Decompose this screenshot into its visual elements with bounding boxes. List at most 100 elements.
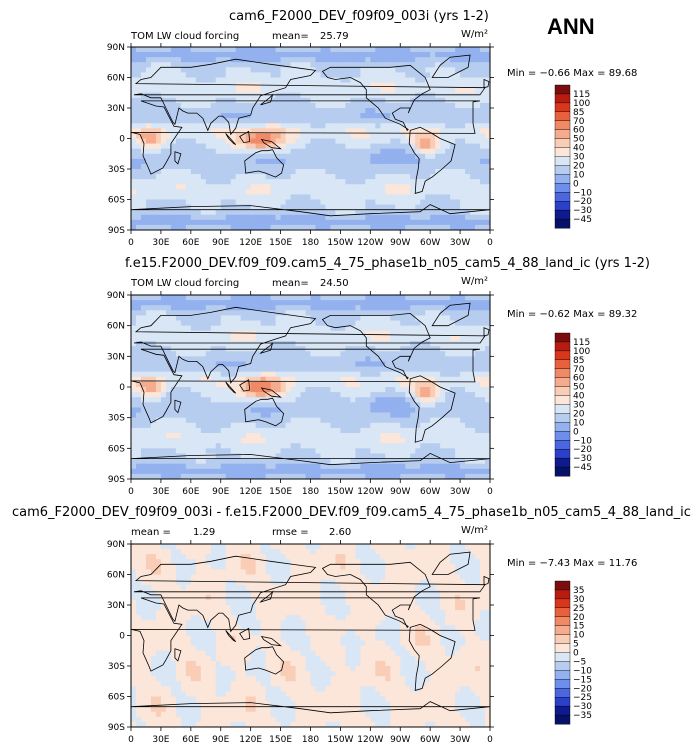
field-cell bbox=[230, 133, 237, 139]
field-cell bbox=[380, 295, 386, 301]
field-cell bbox=[131, 315, 137, 321]
field-cell bbox=[475, 194, 481, 200]
field-cell bbox=[350, 335, 356, 342]
field-cell bbox=[170, 412, 177, 419]
field-cell bbox=[190, 174, 197, 180]
field-cell bbox=[390, 67, 396, 73]
field-cell bbox=[370, 402, 376, 408]
field-cell bbox=[135, 72, 142, 78]
field-cell bbox=[435, 325, 441, 332]
field-cell bbox=[160, 330, 167, 337]
field-cell bbox=[131, 341, 137, 347]
field-cell bbox=[370, 438, 376, 444]
field-cell bbox=[310, 351, 316, 357]
field-cell bbox=[260, 62, 267, 68]
field-cell bbox=[400, 163, 406, 170]
field-cell bbox=[350, 138, 356, 144]
field-cell bbox=[455, 189, 461, 195]
field-cell bbox=[325, 433, 331, 439]
field-cell bbox=[185, 143, 192, 150]
field-cell bbox=[240, 412, 247, 419]
field-cell bbox=[160, 47, 167, 53]
field-cell bbox=[280, 47, 286, 53]
field-cell bbox=[195, 163, 202, 170]
field-cell bbox=[240, 433, 247, 439]
field-cell bbox=[300, 143, 306, 150]
field-cell bbox=[290, 123, 296, 129]
field-cell bbox=[340, 77, 346, 83]
field-cell bbox=[190, 443, 197, 449]
field-cell bbox=[485, 356, 490, 362]
field-cell bbox=[345, 209, 351, 216]
field-cell bbox=[280, 113, 286, 119]
field-cell bbox=[195, 315, 202, 321]
field-cell bbox=[195, 67, 202, 73]
field-cell bbox=[405, 67, 411, 73]
field-cell bbox=[365, 219, 371, 226]
field-cell bbox=[175, 209, 182, 216]
field-cell bbox=[285, 387, 291, 393]
field-cell bbox=[315, 108, 321, 114]
field-cell bbox=[480, 163, 486, 170]
field-cell bbox=[460, 387, 466, 393]
field-cell bbox=[155, 330, 162, 337]
field-cell bbox=[245, 153, 252, 160]
field-cell bbox=[410, 199, 416, 205]
field-cell bbox=[131, 52, 137, 58]
field-cell bbox=[235, 62, 242, 68]
field-cell bbox=[455, 330, 461, 337]
field-cell bbox=[240, 341, 247, 347]
field-cell bbox=[225, 366, 232, 373]
field-cell bbox=[370, 108, 376, 114]
field-cell bbox=[430, 77, 436, 83]
field-cell bbox=[480, 392, 486, 398]
field-cell bbox=[135, 305, 142, 311]
field-cell bbox=[440, 158, 446, 165]
field-cell bbox=[380, 438, 386, 444]
field-cell bbox=[450, 169, 456, 175]
field-cell bbox=[250, 72, 257, 78]
field-cell bbox=[435, 47, 441, 53]
field-cell bbox=[465, 108, 471, 114]
field-cell bbox=[280, 92, 286, 99]
field-cell bbox=[400, 52, 406, 58]
field-cell bbox=[420, 102, 426, 109]
field-cell bbox=[270, 300, 276, 306]
field-cell bbox=[290, 118, 296, 124]
field-cell bbox=[435, 310, 441, 316]
field-cell bbox=[475, 77, 481, 83]
field-cell bbox=[325, 443, 331, 449]
field-cell bbox=[435, 92, 441, 99]
field-cell bbox=[380, 397, 386, 403]
field-cell bbox=[395, 189, 401, 195]
field-cell bbox=[140, 371, 147, 378]
field-cell bbox=[400, 108, 406, 114]
field-cell bbox=[350, 438, 356, 444]
field-cell bbox=[285, 102, 291, 109]
field-cell bbox=[400, 77, 406, 83]
field-cell bbox=[235, 87, 242, 94]
field-cell bbox=[215, 366, 222, 373]
field-cell bbox=[360, 169, 366, 175]
field-cell bbox=[275, 209, 281, 216]
field-cell bbox=[375, 366, 381, 373]
field-cell bbox=[445, 422, 451, 429]
field-cell bbox=[195, 320, 202, 327]
field-cell bbox=[345, 128, 351, 134]
field-cell bbox=[385, 356, 391, 362]
field-cell bbox=[210, 62, 217, 68]
field-cell bbox=[255, 133, 262, 139]
field-cell bbox=[200, 361, 207, 367]
field-cell bbox=[395, 102, 401, 109]
field-cell bbox=[135, 158, 142, 165]
field-cell bbox=[360, 387, 366, 393]
field-cell bbox=[350, 113, 356, 119]
field-cell bbox=[275, 87, 281, 94]
field-cell bbox=[475, 62, 481, 68]
field-cell bbox=[150, 356, 157, 362]
field-cell bbox=[430, 361, 436, 367]
field-cell bbox=[200, 371, 207, 378]
field-cell bbox=[425, 102, 431, 109]
field-cell bbox=[170, 199, 177, 205]
field-cell bbox=[410, 376, 416, 383]
